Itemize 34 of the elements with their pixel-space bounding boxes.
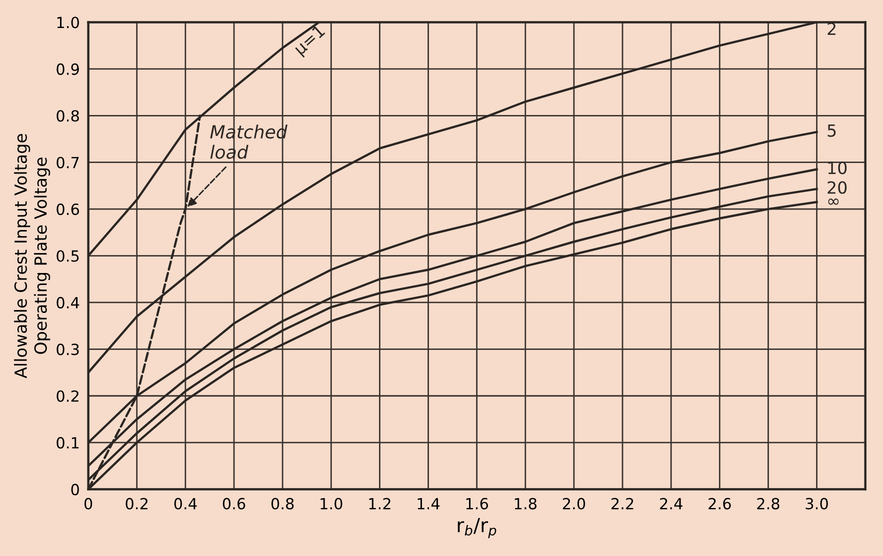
series-label: 2 (828, 22, 836, 35)
y-tick-label: 0.6 (56, 204, 80, 216)
x-tick-label: 1.2 (369, 498, 390, 510)
x-axis-title: r$_{b}$/r$_{p}$ (458, 518, 496, 538)
x-tick-label: 2.4 (660, 498, 682, 510)
x-tick-label: 0.8 (271, 498, 294, 510)
series-label: 5 (828, 124, 836, 137)
y-tick-label: 0.4 (56, 296, 80, 308)
y-tick-label: 0.2 (56, 390, 78, 402)
y-tick-label: 0.9 (56, 63, 79, 75)
x-tick-label: 2.8 (757, 498, 780, 510)
x-tick-label: 1.0 (320, 498, 342, 510)
series-label: 20 (828, 181, 847, 194)
x-tick-label: 1.4 (418, 498, 440, 510)
x-tick-label: 0.2 (126, 498, 148, 510)
x-tick-label: 0.6 (222, 498, 246, 510)
y-tick-label: 0.7 (56, 156, 79, 168)
series-label: 10 (828, 162, 847, 174)
x-tick-label: 1.8 (514, 498, 536, 510)
y-axis-title: Allowable Crest Input Voltage Operating Plate Voltage (14, 134, 50, 378)
x-tick-label: 2.2 (611, 498, 634, 510)
x-tick-label: 0 (84, 498, 92, 510)
y-tick-label: 0.5 (56, 250, 79, 262)
y-tick-label: 0.8 (56, 110, 79, 122)
y-tick-label: 1.0 (57, 16, 79, 28)
series-label: ∞ (828, 198, 839, 205)
x-tick-label: 0.4 (174, 498, 197, 510)
x-tick-label: 3.0 (806, 498, 828, 510)
x-tick-label: 2.6 (708, 498, 731, 510)
y-tick-label: 0.3 (56, 344, 79, 356)
x-tick-label: 1.6 (466, 498, 488, 510)
x-tick-label: 2.0 (562, 498, 586, 510)
y-tick-label: 0 (71, 484, 79, 496)
y-tick-label: 0.1 (56, 437, 79, 449)
